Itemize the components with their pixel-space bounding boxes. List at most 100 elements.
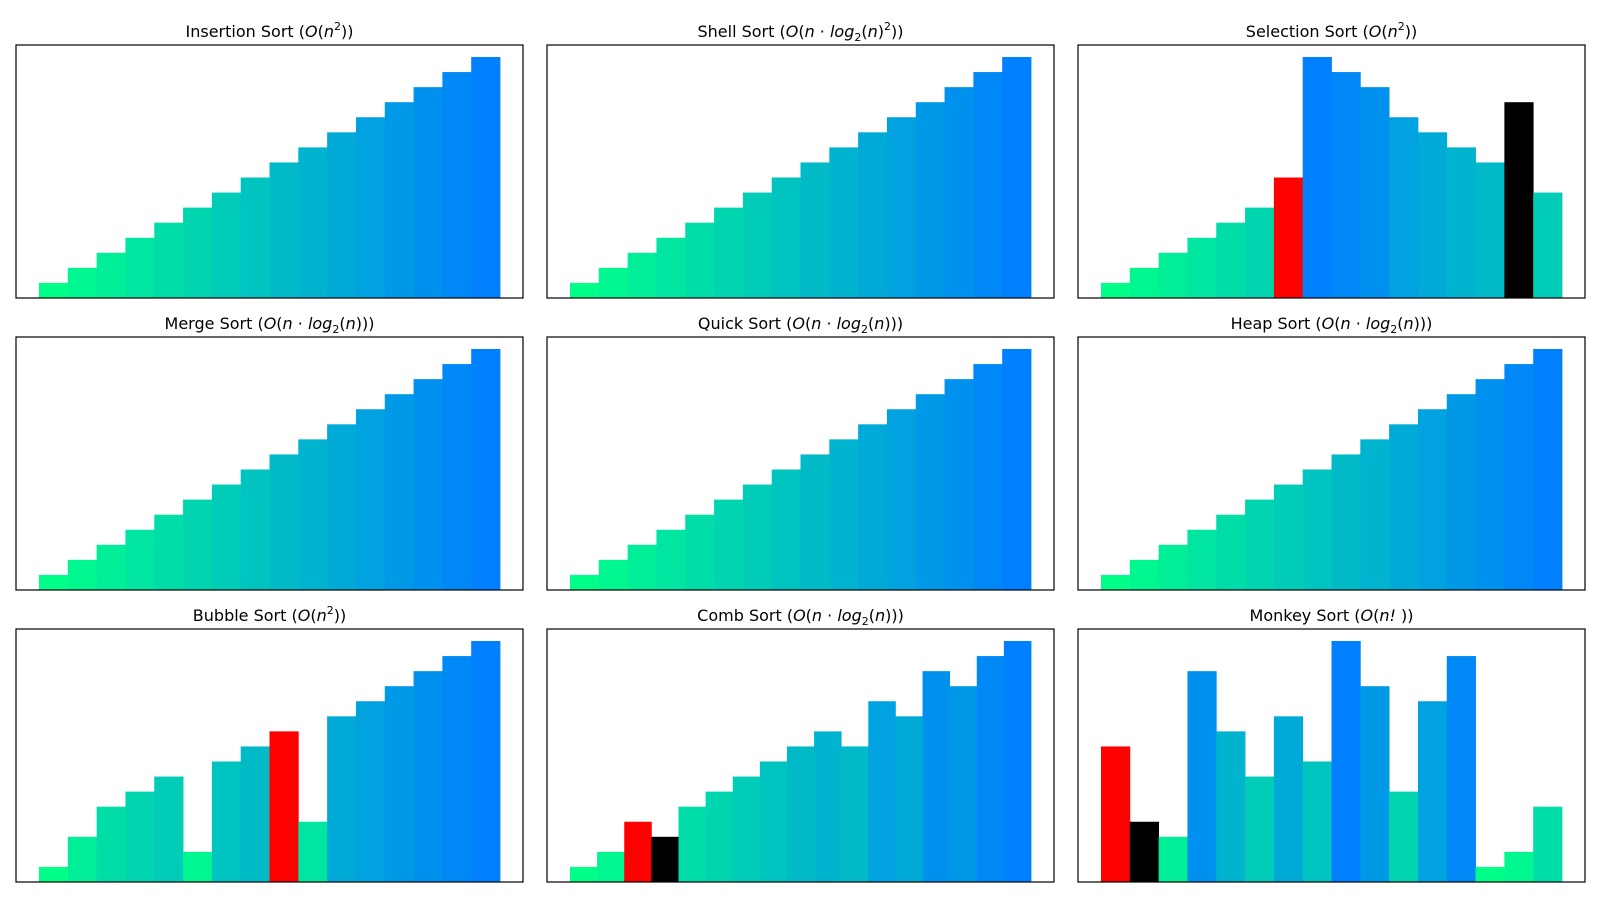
bar [471, 641, 501, 882]
bar [705, 791, 734, 883]
bar [656, 529, 686, 590]
bar-compare [1504, 102, 1534, 298]
bar [814, 731, 842, 883]
bar [973, 72, 1003, 298]
bar [154, 776, 184, 882]
bar [742, 192, 773, 298]
bar [413, 671, 443, 883]
axes-frame [1077, 44, 1586, 299]
bar [829, 439, 859, 591]
bar [786, 746, 815, 882]
bar [598, 267, 629, 299]
axes-frame [1077, 336, 1586, 591]
bar [1129, 559, 1160, 591]
bar [868, 701, 896, 882]
bar [597, 851, 625, 883]
bar [800, 454, 830, 590]
bar [183, 851, 213, 883]
bar [1302, 469, 1332, 590]
bar [685, 222, 715, 298]
bar [759, 761, 788, 882]
bar [858, 132, 888, 298]
axes-frame [15, 336, 524, 591]
bar [355, 117, 386, 298]
bar [570, 866, 598, 882]
bar [1533, 192, 1563, 298]
bar [1302, 761, 1332, 882]
bar [384, 102, 414, 298]
bar [384, 686, 414, 882]
axes-frame [1077, 628, 1586, 883]
bar [39, 574, 69, 590]
axes-frame [15, 44, 524, 299]
bar [1504, 364, 1534, 590]
bar [1475, 379, 1505, 591]
bar [570, 574, 600, 590]
bar [183, 207, 213, 299]
bar [1475, 866, 1505, 882]
bar [915, 394, 945, 590]
bar [858, 424, 888, 590]
bar [1158, 252, 1188, 298]
bar [1360, 87, 1390, 299]
bar [1302, 57, 1332, 298]
bar [1273, 716, 1304, 882]
chart-title: Selection Sort (O(n2)) [1246, 20, 1417, 41]
chart-title: Heap Sort (O(n · log2(n))) [1231, 314, 1433, 336]
bar [96, 544, 126, 590]
bar [771, 469, 801, 590]
bar [1389, 424, 1419, 590]
bar [442, 364, 472, 590]
chart-title: Quick Sort (O(n · log2(n))) [698, 314, 903, 336]
bar-active [1101, 746, 1131, 882]
bar [125, 237, 155, 298]
bar [384, 394, 414, 590]
bar [627, 252, 657, 298]
bar [800, 162, 830, 298]
bar [656, 237, 686, 298]
bar [627, 544, 657, 590]
bar [1360, 439, 1390, 591]
bar [355, 409, 386, 590]
bar [355, 701, 386, 882]
bar [269, 454, 299, 590]
bar [1504, 851, 1534, 883]
bar [829, 147, 859, 299]
chart-title: Shell Sort (O(n · log2(n)2)) [697, 20, 903, 44]
bar [1101, 574, 1131, 590]
bar [1446, 394, 1476, 590]
bar [1245, 776, 1275, 882]
bar [771, 177, 801, 298]
bar [973, 364, 1003, 590]
bar-active [624, 821, 652, 882]
bar [442, 72, 472, 298]
bar [1360, 686, 1390, 882]
chart-panel-5: Quick Sort (O(n · log2(n))) [546, 314, 1055, 591]
bar [732, 776, 761, 882]
axes-frame [15, 628, 524, 883]
bar [1158, 836, 1188, 882]
chart-title: Merge Sort (O(n · log2(n))) [165, 314, 375, 336]
bar [1245, 207, 1275, 299]
bar [1273, 484, 1304, 590]
bar-active [1273, 177, 1304, 298]
bar [327, 132, 357, 298]
bar [1101, 282, 1131, 298]
bar [96, 252, 126, 298]
bar [1331, 454, 1361, 590]
bar [915, 102, 945, 298]
bar [1331, 72, 1361, 298]
bar [298, 147, 328, 299]
bar [1446, 147, 1476, 299]
chart-panel-7: Bubble Sort (O(n2)) [15, 604, 524, 883]
bar [154, 514, 184, 590]
axes-frame [546, 44, 1055, 299]
bar [240, 469, 270, 590]
bar [154, 222, 184, 298]
bar [1533, 349, 1563, 590]
bar [976, 656, 1005, 882]
bar [67, 559, 98, 591]
bar [922, 671, 951, 883]
bar [678, 806, 706, 882]
